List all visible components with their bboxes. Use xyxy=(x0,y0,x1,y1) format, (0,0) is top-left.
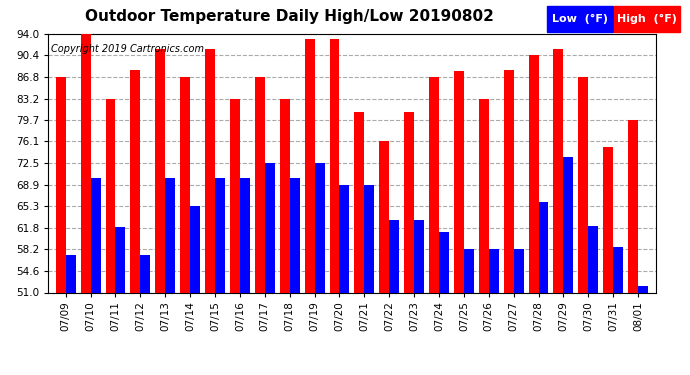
Bar xyxy=(538,202,549,375)
Bar xyxy=(115,227,126,375)
Text: Low  (°F): Low (°F) xyxy=(552,14,608,24)
Bar xyxy=(230,99,240,375)
Bar xyxy=(130,70,140,375)
Bar xyxy=(589,226,598,375)
Bar xyxy=(628,120,638,375)
Bar xyxy=(90,178,101,375)
Bar xyxy=(454,71,464,375)
Bar xyxy=(414,220,424,375)
Bar xyxy=(155,50,166,375)
Bar xyxy=(290,178,299,375)
Bar xyxy=(315,163,324,375)
Bar xyxy=(578,77,589,375)
Bar xyxy=(339,185,349,375)
Bar xyxy=(166,178,175,375)
Bar xyxy=(330,39,339,375)
Text: Outdoor Temperature Daily High/Low 20190802: Outdoor Temperature Daily High/Low 20190… xyxy=(86,9,494,24)
Bar xyxy=(190,207,200,375)
Bar xyxy=(404,112,414,375)
Bar xyxy=(479,99,489,375)
Bar xyxy=(81,34,90,375)
Bar xyxy=(389,220,400,375)
Bar xyxy=(265,163,275,375)
Bar xyxy=(513,249,524,375)
Bar xyxy=(603,147,613,375)
Bar xyxy=(553,50,564,375)
Bar xyxy=(355,112,364,375)
Bar xyxy=(613,248,623,375)
Text: Copyright 2019 Cartronics.com: Copyright 2019 Cartronics.com xyxy=(51,44,204,54)
Bar xyxy=(429,77,439,375)
Bar xyxy=(638,286,648,375)
Bar xyxy=(279,99,290,375)
Text: High  (°F): High (°F) xyxy=(617,14,677,24)
Bar xyxy=(106,99,115,375)
Bar xyxy=(255,77,265,375)
Bar xyxy=(180,77,190,375)
Bar xyxy=(439,232,449,375)
Bar xyxy=(205,50,215,375)
Bar xyxy=(464,249,474,375)
Bar xyxy=(304,39,315,375)
Bar xyxy=(529,56,538,375)
Bar xyxy=(140,255,150,375)
Bar xyxy=(504,70,513,375)
Bar xyxy=(215,178,225,375)
Bar xyxy=(380,141,389,375)
Bar xyxy=(56,77,66,375)
Bar xyxy=(564,157,573,375)
Bar xyxy=(489,249,499,375)
Bar xyxy=(66,255,76,375)
Bar xyxy=(240,178,250,375)
Bar xyxy=(364,185,374,375)
